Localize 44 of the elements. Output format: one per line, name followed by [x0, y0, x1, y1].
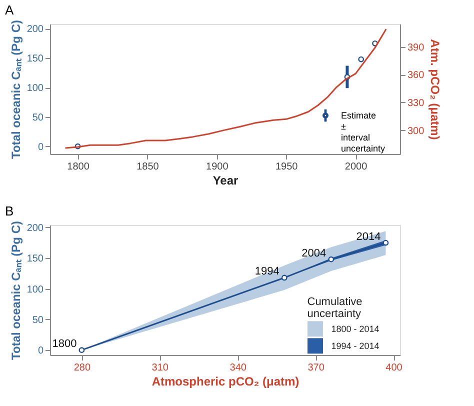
y-tick-label: 150: [26, 54, 44, 65]
annotation: 1994: [254, 266, 280, 278]
x-tick-label: 370: [308, 362, 325, 374]
chart-title: B: [5, 204, 14, 219]
chart-title: A: [5, 2, 14, 18]
x-tick-label: 1800: [67, 162, 90, 172]
y2-axis-title: Atm. pCO₂ (μatm): [428, 39, 442, 140]
y-tick-label: 150: [26, 254, 44, 265]
x-axis-title: Atmospheric pCO₂ (μatm): [152, 374, 300, 388]
legend-label: 1994 - 2014: [331, 340, 380, 351]
legend-label: 1800 - 2014: [331, 324, 380, 334]
annotation: 1800: [52, 338, 77, 350]
point: [358, 56, 364, 62]
point: [328, 256, 334, 262]
legend-title: Cumulative uncertainty: [307, 296, 362, 320]
x-tick-label: 1850: [136, 162, 160, 172]
x-tick-label: 280: [74, 362, 91, 374]
y-tick-label: 200: [26, 222, 44, 234]
y-tick-label: 0: [38, 346, 44, 357]
annotation: 2014: [356, 230, 381, 243]
x-tick-label: 340: [230, 362, 247, 374]
y-tick-label: 50: [32, 112, 44, 124]
y-tick-label: 200: [26, 24, 44, 36]
legend-label: Estimate ± interval uncertainty: [341, 110, 386, 154]
x-tick-label: 1950: [275, 162, 298, 172]
x-tick-label: 310: [152, 362, 169, 374]
y-tick-label: 0: [38, 142, 44, 153]
x-tick-label: 400: [386, 362, 403, 374]
y2-tick-label: 300: [408, 126, 425, 137]
y-tick-label: 100: [26, 284, 44, 296]
point: [78, 347, 85, 354]
y-tick-label: 100: [26, 83, 44, 94]
point: [382, 240, 389, 246]
y-tick-label: 50: [32, 314, 44, 326]
y2-tick-label: 390: [408, 42, 425, 54]
y-axis-title: Total oceanic Cₐₙₜ (Pg C): [8, 20, 23, 159]
x-axis-title: Year: [212, 174, 239, 188]
y2-tick-label: 360: [408, 70, 425, 82]
y2-tick-label: 330: [408, 98, 425, 109]
y-axis-title: Total oceanic Cₐₙₜ (Pg C): [8, 221, 23, 360]
annotation: 2004: [302, 247, 326, 260]
x-tick-label: 2000: [344, 162, 368, 172]
x-tick-label: 1900: [206, 162, 229, 172]
point: [281, 274, 288, 281]
